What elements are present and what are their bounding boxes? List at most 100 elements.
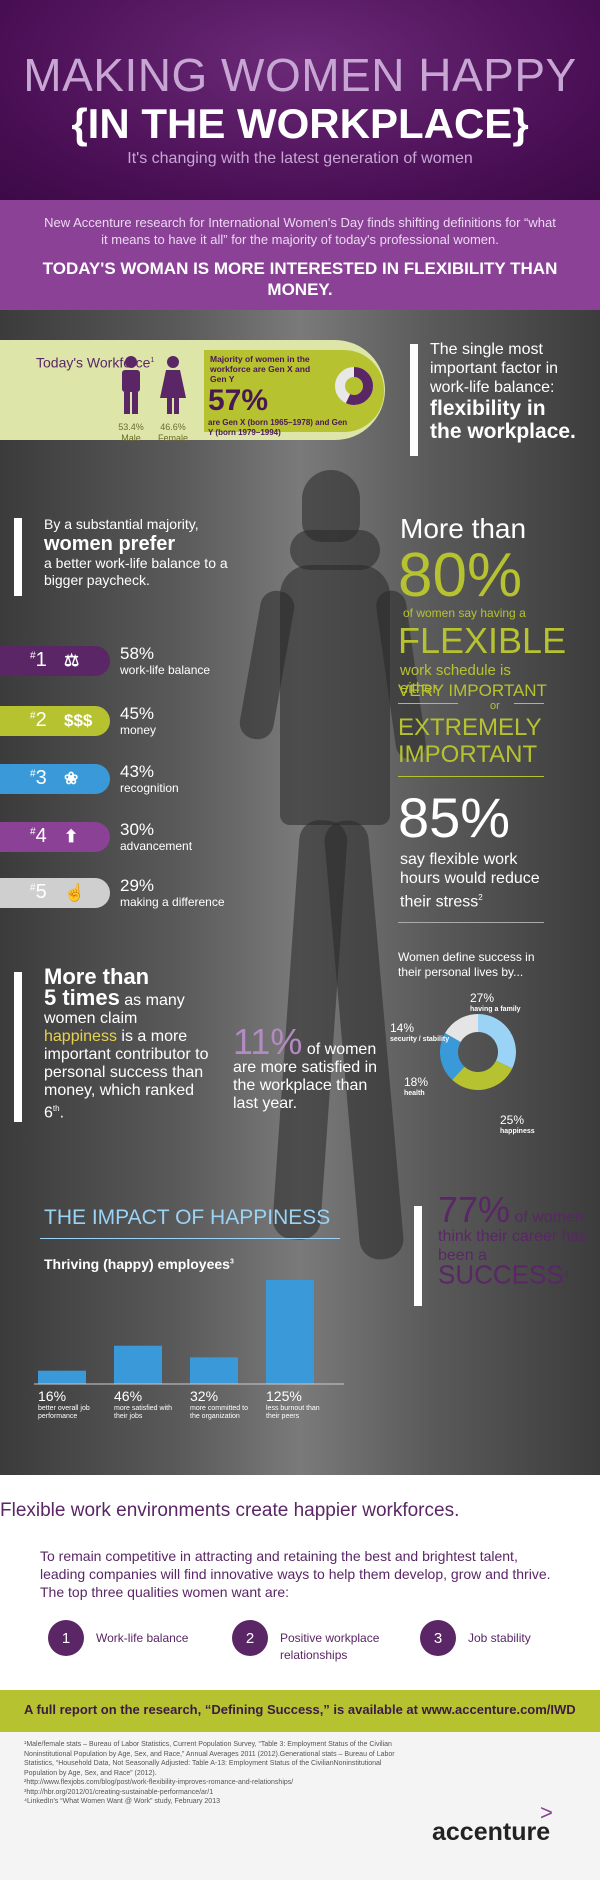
rank-label: work-life balance — [120, 663, 211, 677]
impact-category-label: more satisfied with their jobs — [114, 1405, 172, 1420]
scales-icon: ⚖ — [64, 651, 80, 670]
footer — [0, 1732, 600, 1880]
intro-band: New Accenture research for International… — [0, 200, 600, 310]
rank-pct: 45% — [120, 704, 155, 723]
rank-label: making a difference — [120, 895, 225, 909]
majority-block: By a substantial majority, women prefer … — [44, 516, 228, 588]
extremely-important-text: EXTREMELY IMPORTANT — [398, 714, 542, 768]
impact-bar — [38, 1370, 86, 1384]
title-line-2: {IN THE WORKPLACE} — [71, 100, 529, 147]
donut-label-health: 18% health — [404, 1075, 429, 1097]
more-than-label: More than — [400, 513, 527, 544]
rank-pct: 30% — [120, 820, 155, 839]
rank-pct: 58% — [120, 644, 155, 663]
generation-panel — [204, 350, 384, 432]
or-text: or — [490, 700, 500, 712]
rank-bar — [0, 646, 110, 676]
intro-headline: TODAY'S WOMAN IS MORE INTERESTED IN FLEX… — [42, 259, 558, 299]
report-banner: A full report on the research, “Defining… — [0, 1690, 600, 1732]
male-icon — [122, 356, 140, 414]
divider — [514, 703, 544, 704]
report-link-text[interactable]: A full report on the research, “Defining… — [24, 1702, 576, 1717]
impact-bar — [190, 1357, 238, 1384]
quality-badge — [232, 1620, 268, 1656]
rank-bar — [0, 822, 110, 852]
rank-bar — [0, 706, 110, 736]
impact-title: THE IMPACT OF HAPPINESS — [44, 1206, 331, 1229]
bottom-text: To remain competitive in attracting and … — [40, 1548, 551, 1600]
rank-bar — [0, 764, 110, 794]
donut-slice — [440, 1033, 465, 1080]
rank-pct: 43% — [120, 762, 155, 781]
impact-value-label: 46% — [114, 1388, 143, 1404]
divider — [398, 703, 458, 704]
impact-category-label: better overall job performance — [38, 1405, 90, 1420]
female-icon — [160, 356, 186, 414]
impact-category-label: more committed to the organization — [190, 1405, 248, 1420]
title-line-1: MAKING WOMEN HAPPY — [23, 49, 577, 101]
rank-number: #3 — [30, 767, 47, 789]
bottom-headline: Flexible work environments create happie… — [0, 1500, 460, 1521]
footnotes: ¹Male/female stats – Bureau of Labor Sta… — [24, 1741, 395, 1805]
quality-num: 1 — [61, 1630, 71, 1647]
divider — [40, 1238, 340, 1239]
accent-bar — [414, 1206, 422, 1306]
donut-label-security: 14% security / stability — [390, 1021, 450, 1043]
accent-bar — [410, 344, 418, 456]
accenture-logo-mark: > — [540, 1800, 553, 1825]
impact-subtitle: Thriving (happy) employees3 — [44, 1256, 234, 1272]
stairs-icon: ⬆ — [64, 827, 79, 846]
donut-label-happiness: 25% happiness — [500, 1113, 535, 1135]
impact-value-label: 125% — [266, 1388, 302, 1404]
generation-donut — [335, 367, 373, 405]
success-donut-chart — [440, 1014, 516, 1090]
woman-silhouette — [237, 470, 428, 1320]
hand-icon: ☝ — [64, 883, 86, 902]
rank-label: advancement — [120, 839, 193, 853]
accenture-logo: accenture — [432, 1818, 551, 1846]
rank-number: #2 — [30, 709, 47, 731]
donut-label-family: 27% having a family — [470, 991, 521, 1013]
quality-label: Work-life balance — [96, 1631, 189, 1645]
quality-label: Positive workplace relationships — [280, 1631, 380, 1662]
impact-bar-chart — [34, 1280, 344, 1385]
intro-text: New Accenture research for International… — [44, 215, 556, 247]
impact-value-label: 16% — [38, 1388, 67, 1404]
rank-bar — [0, 878, 110, 908]
quality-badge — [48, 1620, 84, 1656]
very-important-text: VERY IMPORTANT — [398, 681, 547, 700]
rank-label: recognition — [120, 781, 179, 795]
rank-number: #1 — [30, 649, 47, 671]
success-def-title: Women define success in their personal l… — [398, 950, 535, 979]
ribbon-icon: ❀ — [64, 769, 79, 788]
divider — [398, 922, 544, 923]
eleven-block: 11% of women are more satisfied in the w… — [233, 1021, 378, 1113]
stress-text: say flexible work hours would reduce the… — [400, 851, 540, 911]
accent-bar — [14, 972, 22, 1122]
majority-text: Majority of women in the workforce are G… — [210, 354, 311, 384]
generation-text: are Gen X (born 1965–1978) and Gen Y (bo… — [208, 418, 348, 437]
bottom-panel — [0, 1475, 600, 1690]
donut-slice — [452, 1060, 513, 1090]
money-icon: $$$ — [64, 711, 93, 730]
rank-number: #5 — [30, 881, 47, 903]
rank-number: #4 — [30, 825, 47, 847]
donut-slice — [478, 1014, 516, 1069]
rank-label: money — [120, 723, 157, 737]
subtitle: It's changing with the latest generation… — [127, 150, 473, 167]
quality-label: Job stability — [468, 1631, 531, 1645]
stress-pct: 85% — [398, 786, 511, 849]
flexible-caption: of women say having a — [403, 606, 526, 620]
workforce-label: Today's Workforce1 — [36, 354, 155, 371]
divider — [398, 776, 544, 777]
career-block: 77% of women think their career has been… — [438, 1189, 588, 1290]
donut-slice — [445, 1014, 478, 1042]
impact-bar — [266, 1280, 314, 1384]
single-factor: The single most important factor in work… — [430, 341, 576, 443]
five-times-block: More than 5 times as many women claim ha… — [44, 964, 209, 1122]
impact-category-label: less burnout than their peers — [266, 1405, 320, 1420]
header-banner: MAKING WOMEN HAPPY {IN THE WORKPLACE} It… — [0, 0, 600, 200]
flexible-word: FLEXIBLE — [398, 620, 567, 661]
female-pct: 46.6% Female — [157, 422, 188, 443]
